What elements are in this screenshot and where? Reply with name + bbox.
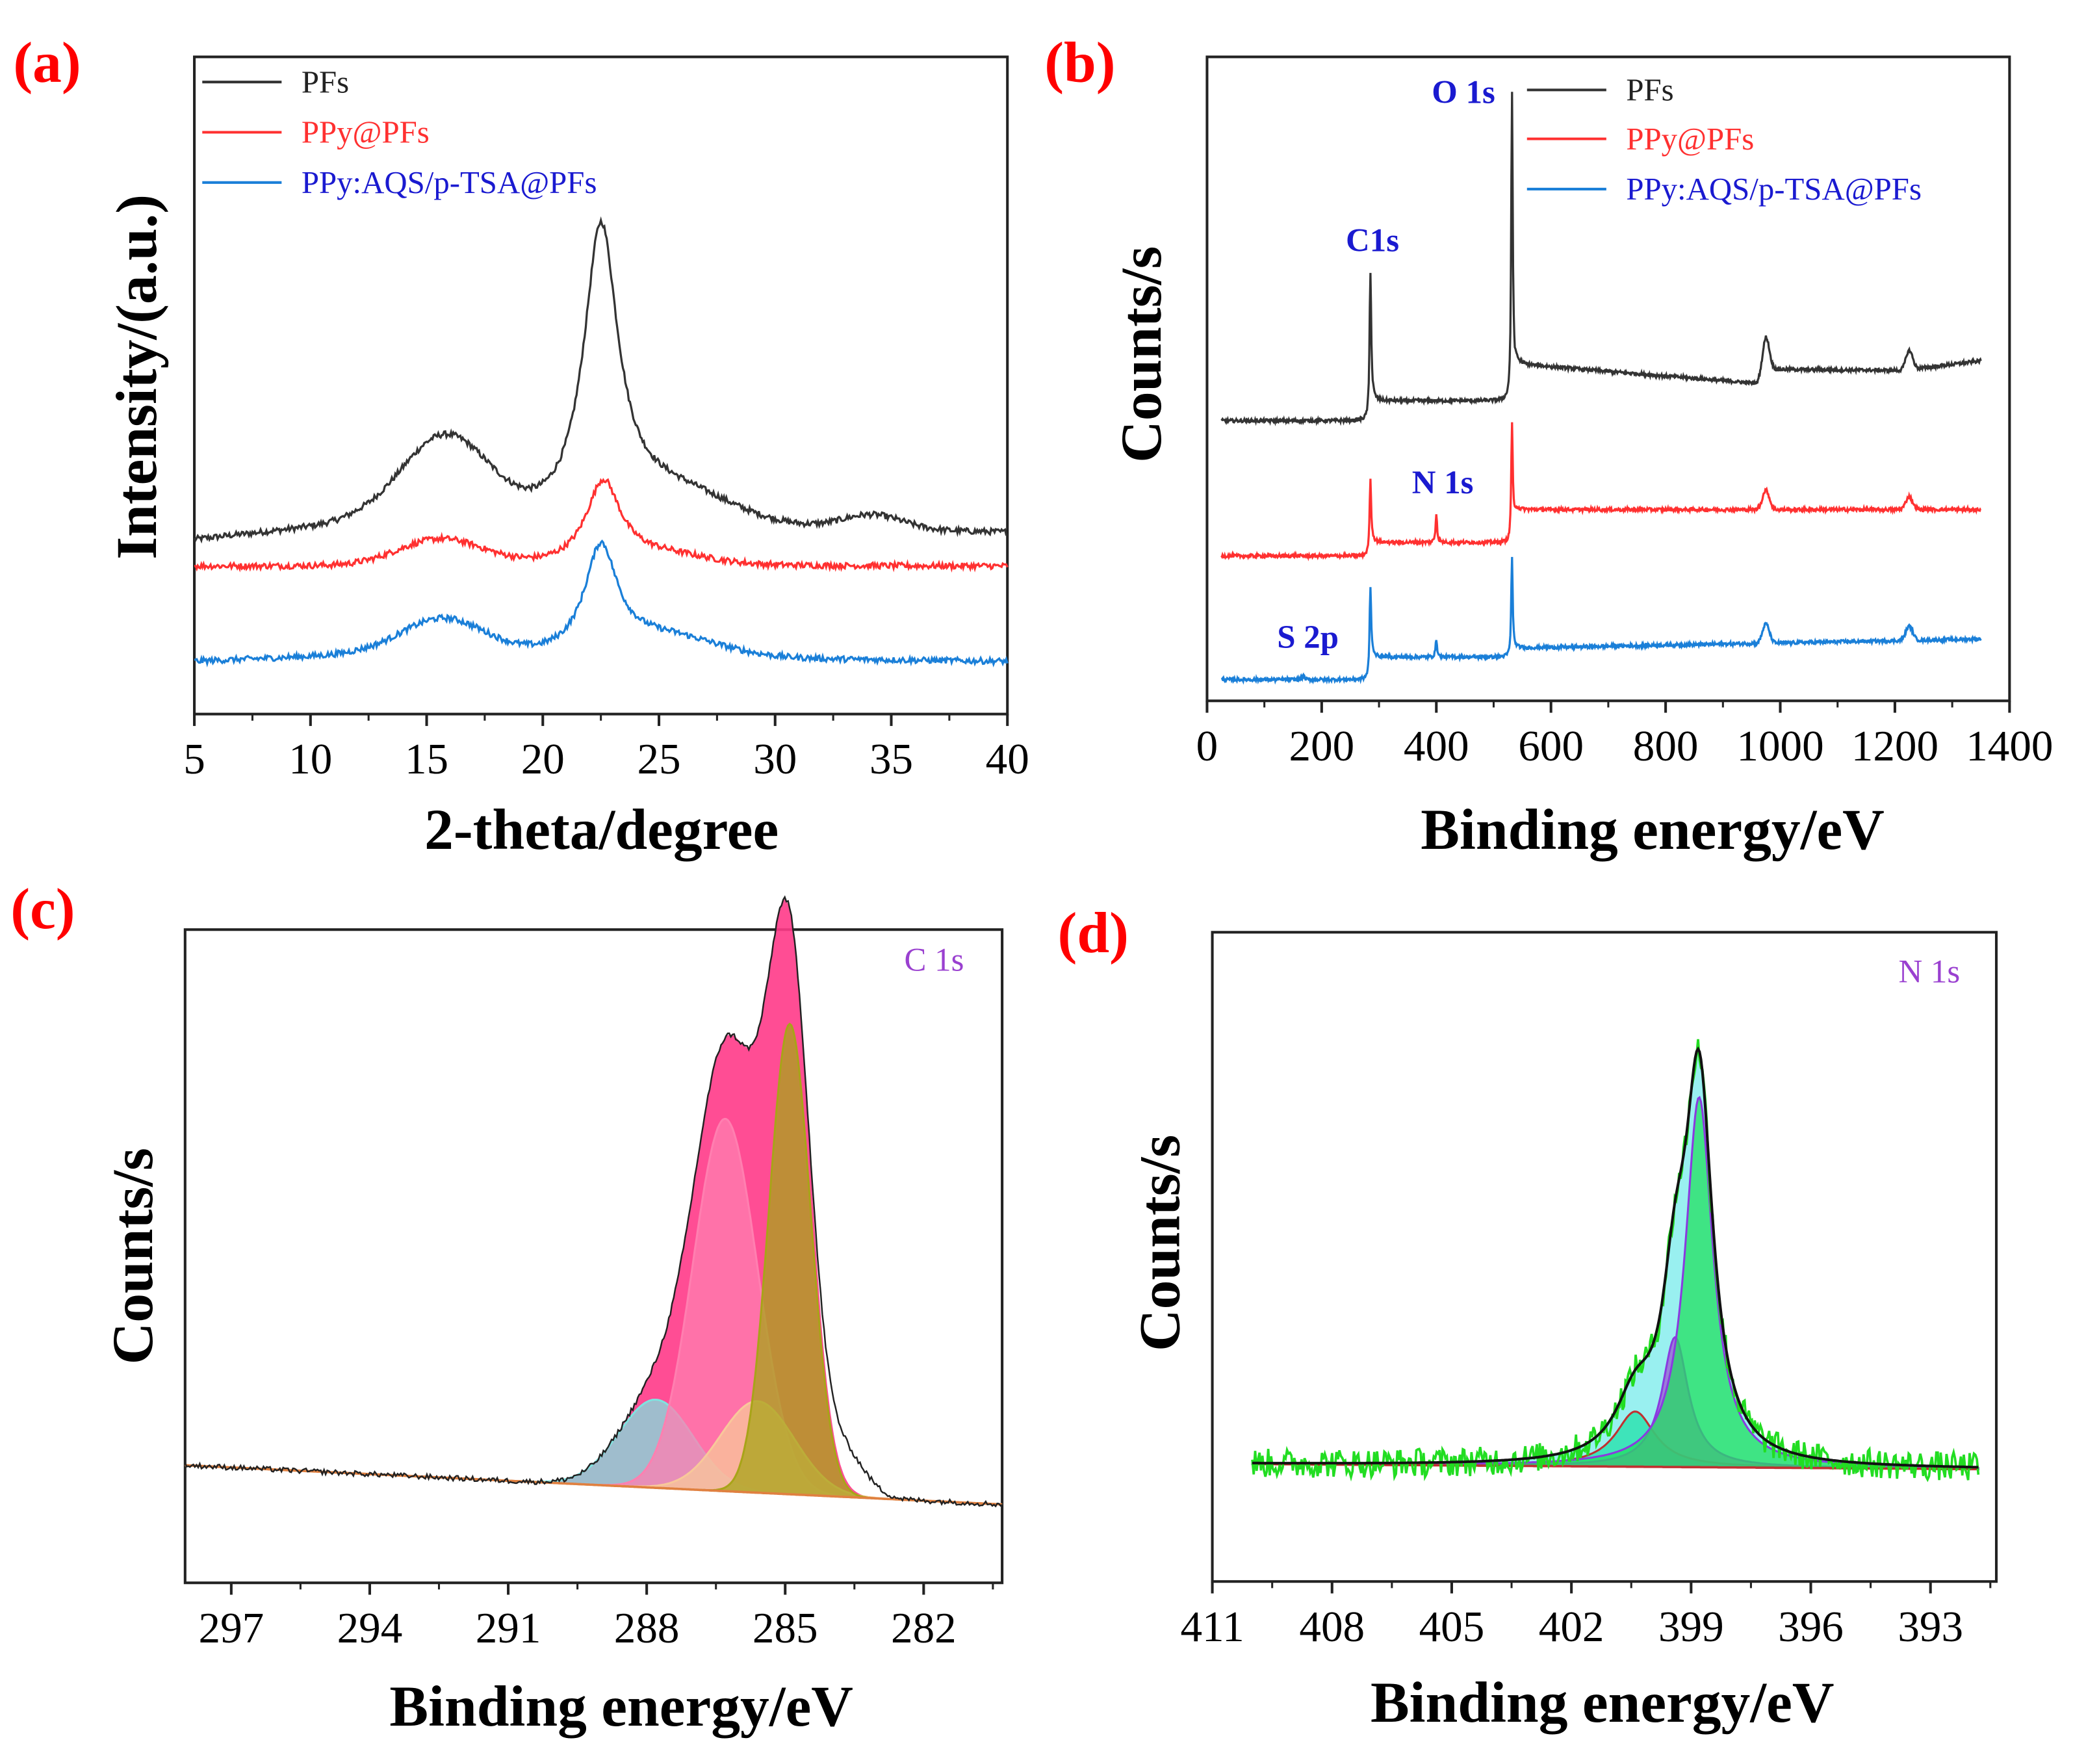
xlabel-a: 2-theta/degree bbox=[424, 798, 779, 862]
x-tick-label: 35 bbox=[869, 734, 913, 783]
annotation-o1s: O 1s bbox=[1432, 75, 1495, 111]
x-tick-label: 15 bbox=[405, 734, 448, 783]
panel-label-a: (a) bbox=[13, 31, 81, 95]
panel-label-b: (b) bbox=[1044, 31, 1115, 95]
x-tick-label: 200 bbox=[1289, 721, 1355, 770]
series-line-ppy-aqs-p-tsa-pfs bbox=[194, 539, 1009, 668]
ylabel-c: Counts/s bbox=[101, 1148, 165, 1364]
ylabel-d: Counts/s bbox=[1128, 1135, 1192, 1351]
x-tick-label: 297 bbox=[199, 1603, 264, 1652]
xlabel-b: Binding energy/eV bbox=[1421, 798, 1885, 862]
legend-label-ppy: PPy@PFs bbox=[1626, 121, 1754, 157]
x-tick-label: 40 bbox=[986, 734, 1029, 783]
x-tick-label: 285 bbox=[753, 1603, 818, 1652]
x-tick-label: 800 bbox=[1633, 721, 1699, 770]
x-tick-label: 294 bbox=[337, 1603, 403, 1652]
x-tick-label: 411 bbox=[1180, 1602, 1244, 1651]
x-tick-label: 291 bbox=[476, 1603, 541, 1652]
legend-label-pfs: PFs bbox=[1626, 72, 1673, 108]
plot-frame-0 bbox=[193, 55, 1009, 716]
series-line-ppy-aqs-p-tsa-pfs bbox=[1220, 556, 1982, 685]
x-tick-label: 1000 bbox=[1736, 721, 1823, 770]
annotation-c1s: C1s bbox=[1346, 223, 1399, 259]
envelope-line bbox=[1252, 1046, 1979, 1469]
series-line-ppy-pfs bbox=[1220, 422, 1981, 562]
legend-a: PFs PPy@PFs PPy:AQS/p-TSA@PFs bbox=[202, 64, 597, 200]
annotation-s2p: S 2p bbox=[1277, 619, 1339, 656]
xlabel-c: Binding energy/eV bbox=[389, 1674, 853, 1739]
series-line-pfs bbox=[1220, 92, 1982, 426]
xlabel-d: Binding energy/eV bbox=[1371, 1670, 1835, 1735]
x-tick-label: 393 bbox=[1898, 1602, 1963, 1651]
fit-component-2 bbox=[185, 1400, 1003, 1506]
x-tick-label: 5 bbox=[183, 734, 205, 783]
series-line-pfs bbox=[193, 216, 1008, 544]
x-tick-label: 0 bbox=[1196, 721, 1218, 770]
x-tick-label: 30 bbox=[753, 734, 797, 783]
legend-label-pfs: PFs bbox=[302, 64, 349, 99]
legend-label-ppy: PPy@PFs bbox=[302, 114, 430, 150]
x-tick-label: 396 bbox=[1778, 1602, 1844, 1651]
panel-label-d: (d) bbox=[1058, 901, 1129, 965]
ylabel-a: Intensity/(a.u.) bbox=[105, 194, 169, 560]
raw-data-line bbox=[184, 895, 1003, 1508]
annotation-n1s: N 1s bbox=[1412, 465, 1474, 501]
x-tick-label: 282 bbox=[891, 1603, 957, 1652]
x-tick-label: 1200 bbox=[1851, 721, 1938, 770]
ylabel-b: Counts/s bbox=[1109, 246, 1174, 463]
plot-frame-3 bbox=[1211, 931, 1998, 1583]
annotation-c1s-c: C 1s bbox=[905, 942, 964, 978]
x-tick-label: 402 bbox=[1539, 1602, 1604, 1651]
series-line-ppy-pfs bbox=[194, 478, 1009, 573]
x-tick-label: 600 bbox=[1518, 721, 1584, 770]
x-tick-label: 405 bbox=[1419, 1602, 1485, 1651]
legend-label-ppy-aqs: PPy:AQS/p-TSA@PFs bbox=[1626, 171, 1922, 207]
fit-component-1 bbox=[185, 1118, 1003, 1506]
x-tick-label: 1400 bbox=[1966, 721, 2053, 770]
plot-frame-1 bbox=[1205, 55, 2011, 703]
fit-component-3 bbox=[185, 1022, 1003, 1506]
x-tick-label: 10 bbox=[289, 734, 332, 783]
panel-label-c: (c) bbox=[10, 877, 75, 941]
raw-data-line bbox=[1251, 1039, 1980, 1483]
legend-b: PFs PPy@PFs PPy:AQS/p-TSA@PFs bbox=[1526, 72, 1922, 207]
annotation-n1s-d: N 1s bbox=[1898, 954, 1960, 991]
x-tick-label: 408 bbox=[1299, 1602, 1365, 1651]
x-tick-label: 400 bbox=[1404, 721, 1469, 770]
legend-label-ppy-aqs: PPy:AQS/p-TSA@PFs bbox=[302, 164, 597, 200]
plot-frame-2 bbox=[183, 928, 1004, 1585]
x-tick-label: 25 bbox=[637, 734, 680, 783]
x-tick-label: 288 bbox=[614, 1603, 680, 1652]
fit-component-0 bbox=[185, 1398, 1003, 1506]
x-tick-label: 399 bbox=[1658, 1602, 1724, 1651]
envelope-area bbox=[185, 899, 1003, 1505]
x-tick-label: 20 bbox=[521, 734, 565, 783]
